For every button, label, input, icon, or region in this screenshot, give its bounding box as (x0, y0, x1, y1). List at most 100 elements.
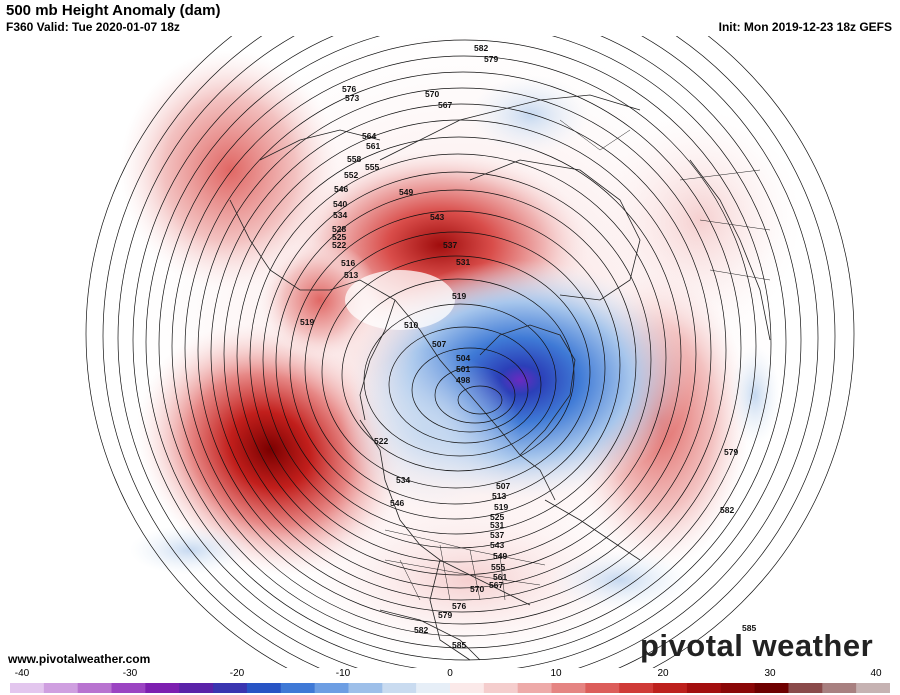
colorbar-swatch (43, 683, 79, 693)
contour-label: 522 (374, 436, 388, 446)
map-header: 500 mb Height Anomaly (dam) F360 Valid: … (0, 0, 900, 36)
contour-label: 531 (490, 520, 504, 530)
contour-label: 573 (345, 93, 359, 103)
contour-label: 519 (452, 291, 466, 301)
contour-label: 525 (490, 512, 504, 522)
contour-label: 570 (425, 89, 439, 99)
contour-label: 543 (430, 212, 444, 222)
contour-label: 498 (456, 375, 470, 385)
contour-label: 513 (492, 491, 506, 501)
contour-label: 567 (489, 580, 503, 590)
height-contours (85, 36, 855, 668)
political-boundaries (384, 119, 771, 601)
contour-label: 555 (365, 162, 379, 172)
contour-label: 534 (333, 210, 347, 220)
colorbar-tick-label: -40 (14, 668, 30, 679)
contour-label: 576 (342, 84, 356, 94)
contour-label: 534 (396, 475, 410, 485)
colorbar-swatch (822, 683, 857, 693)
colorbar-swatch (179, 683, 214, 693)
colorbar-swatch (450, 683, 485, 693)
contour-label: 576 (452, 601, 466, 611)
colorbar-swatch (314, 683, 349, 693)
contour-label: 501 (456, 364, 470, 374)
contour-label: 558 (347, 154, 361, 164)
contour-label: 537 (490, 530, 504, 540)
contour-label: 507 (432, 339, 446, 349)
anomaly-shading (120, 36, 800, 660)
colorbar-tick-label: 30 (764, 668, 776, 679)
valid-time: F360 Valid: Tue 2020-01-07 18z (6, 20, 180, 34)
contour-label: 582 (474, 43, 488, 53)
colorbar-tick-label: -30 (122, 668, 138, 679)
contour-label: 564 (362, 131, 376, 141)
contour-label: 585 (452, 640, 466, 650)
contour-label: 555 (491, 562, 505, 572)
contour-label: 579 (484, 54, 498, 64)
contour-label: 519 (494, 502, 508, 512)
contour-label: 516 (341, 258, 355, 268)
colorbar-swatch (416, 683, 451, 693)
contour-label: 546 (334, 184, 348, 194)
colorbar-swatch (348, 683, 383, 693)
coastlines (229, 94, 771, 661)
colorbar (10, 683, 890, 693)
contour-label: 579 (724, 447, 738, 457)
contour-label: 570 (470, 584, 484, 594)
colorbar-swatch (619, 683, 654, 693)
height-anomaly-map: 582 579 576 573 570 567 564 561 558 555 … (0, 36, 900, 668)
website-link[interactable]: www.pivotalweather.com (8, 652, 151, 666)
map-title: 500 mb Height Anomaly (dam) (6, 2, 221, 19)
contour-label: 579 (438, 610, 452, 620)
contour-label: 567 (438, 100, 452, 110)
contour-label: 546 (390, 498, 404, 508)
contour-label: 540 (333, 199, 347, 209)
colorbar-swatch (10, 683, 45, 693)
contour-label: 552 (344, 170, 358, 180)
contour-label: 561 (493, 572, 507, 582)
colorbar-swatch (145, 683, 180, 693)
contour-label: 528 (332, 224, 346, 234)
contour-label: 582 (720, 505, 734, 515)
contour-label: 549 (399, 187, 413, 197)
contour-label: 510 (404, 320, 418, 330)
colorbar-swatch (280, 683, 316, 693)
contour-label: 525 (332, 232, 346, 242)
colorbar-tick-label: -20 (229, 668, 245, 679)
colorbar-swatch (517, 683, 553, 693)
contour-label: 519 (300, 317, 314, 327)
colorbar-swatch (246, 683, 282, 693)
contour-label: 537 (443, 240, 457, 250)
contour-label: 513 (344, 270, 358, 280)
contour-label: 582 (414, 625, 428, 635)
colorbar-swatch (551, 683, 586, 693)
colorbar-tick-label: 40 (870, 668, 882, 679)
colorbar-swatch (483, 683, 519, 693)
contour-label: 507 (496, 481, 510, 491)
contour-labels: 582 579 576 573 570 567 564 561 558 555 … (300, 43, 756, 650)
colorbar-tick-label: -10 (335, 668, 351, 679)
colorbar-tick-label: 0 (447, 668, 453, 679)
colorbar-swatch (754, 683, 789, 693)
contour-label: 561 (366, 141, 380, 151)
contour-label: 543 (490, 540, 504, 550)
colorbar-swatch (788, 683, 823, 693)
brand-logo: pivotal weather (640, 628, 874, 663)
init-time: Init: Mon 2019-12-23 18z GEFS (718, 20, 892, 34)
colorbar-tick-label: 20 (657, 668, 669, 679)
colorbar-swatch (77, 683, 113, 693)
colorbar-swatch (213, 683, 248, 693)
colorbar-swatch (653, 683, 688, 693)
colorbar-swatch (585, 683, 620, 693)
colorbar-swatch (382, 683, 417, 693)
colorbar-swatch (686, 683, 722, 693)
colorbar-tick-labels: -40 -30 -20 -10 0 10 20 30 40 (0, 668, 900, 682)
contour-label: 504 (456, 353, 470, 363)
contour-label: 531 (456, 257, 470, 267)
colorbar-swatch (111, 683, 146, 693)
colorbar-swatch (856, 683, 890, 693)
contour-label: 585 (742, 623, 756, 633)
contour-label: 549 (493, 551, 507, 561)
colorbar-swatch (720, 683, 756, 693)
colorbar-tick-label: 10 (550, 668, 562, 679)
